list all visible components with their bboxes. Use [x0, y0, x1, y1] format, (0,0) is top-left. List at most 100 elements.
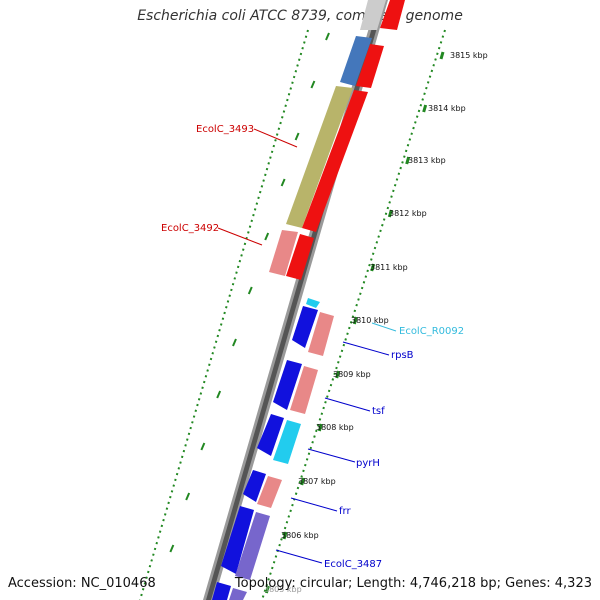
- cds-feature-EcolC_3487[interactable]: [235, 512, 270, 580]
- cds-feature-EcolC_3493[interactable]: [286, 86, 353, 228]
- outer-dotted-mark: [271, 566, 274, 570]
- outer-dotted-mark: [263, 589, 267, 593]
- inner-dotted-mark: [272, 144, 276, 148]
- outer-dotted-mark: [311, 441, 314, 444]
- inner-dotted-mark: [150, 559, 153, 562]
- inner-dotted-mark: [304, 35, 308, 38]
- topology-text: Topology: circular; Length: 4,746,218 bp…: [234, 576, 592, 591]
- inner-dotted-mark: [141, 587, 145, 591]
- major-tick-mark: [232, 338, 237, 347]
- inner-dotted-mark: [158, 530, 162, 533]
- cds-feature-rpsB[interactable]: [308, 312, 334, 356]
- cds-feature-blue-1[interactable]: [292, 306, 318, 348]
- kbp-tick-mark: [352, 316, 358, 325]
- outer-dotted-mark: [283, 526, 287, 530]
- inner-dotted-mark: [226, 300, 230, 303]
- inner-dotted-mark: [238, 259, 242, 263]
- inner-dotted-mark: [301, 46, 304, 50]
- rna-feature-EcolC_R0092[interactable]: [306, 298, 320, 308]
- cds-feature-purple-2[interactable]: [229, 588, 247, 600]
- cds-feature-blue-6[interactable]: [212, 582, 231, 600]
- inner-dotted-mark: [218, 328, 221, 332]
- major-tick-mark: [280, 178, 286, 187]
- cds-feature-blue-5[interactable]: [221, 506, 254, 574]
- cds-feature-blue-3[interactable]: [257, 414, 284, 456]
- outer-dotted-mark: [315, 429, 318, 433]
- outer-dotted-mark: [386, 206, 390, 210]
- inner-dotted-mark: [297, 58, 301, 61]
- inner-dotted-mark: [163, 513, 167, 516]
- scale-label-3808: 3808 kbp: [316, 423, 354, 432]
- scale-labels: 3815 kbp 3814 kbp 3813 kbp 3812 kbp 3811…: [264, 51, 488, 594]
- outer-dotted-mark: [401, 161, 404, 164]
- cds-feature-steel[interactable]: [340, 36, 372, 86]
- cds-feature-red-3[interactable]: [302, 90, 368, 232]
- outer-dotted-mark: [291, 503, 294, 507]
- inner-dotted-mark: [153, 547, 157, 551]
- gene-label-EcolC_3493[interactable]: EcolC_3493: [196, 124, 254, 135]
- inner-dotted-mark: [233, 277, 237, 280]
- outer-dotted-mark: [287, 515, 291, 518]
- inner-dotted-mark: [269, 156, 272, 159]
- inner-dotted-mark: [243, 242, 247, 246]
- outer-dotted-mark: [381, 223, 384, 227]
- outer-dotted-mark: [392, 189, 395, 193]
- cds-feature-tsf[interactable]: [290, 366, 318, 414]
- cds-feature-blue-2[interactable]: [273, 360, 302, 410]
- cds-feature-red-4[interactable]: [286, 234, 314, 280]
- inner-dotted-mark: [230, 288, 233, 292]
- outer-dotted-mark: [346, 332, 349, 335]
- cds-feature-top-red-1[interactable]: [380, 0, 405, 30]
- inner-dotted-mark: [191, 421, 194, 424]
- cds-feature-pyrH[interactable]: [273, 420, 301, 464]
- inner-dotted-mark: [174, 478, 177, 482]
- inner-dotted-mark: [264, 173, 267, 177]
- outer-dotted-mark: [399, 166, 402, 170]
- cds-feature-frr[interactable]: [257, 476, 282, 508]
- major-tick-mark: [264, 232, 270, 241]
- inner-dotted-mark: [289, 87, 292, 90]
- gene-label-EcolC_R0092[interactable]: EcolC_R0092: [399, 326, 464, 337]
- gene-label-tsf[interactable]: tsf: [372, 406, 385, 417]
- inner-dotted-mark: [147, 570, 150, 574]
- inner-dotted-mark: [279, 121, 282, 125]
- inner-dotted-mark: [225, 305, 228, 309]
- outer-dotted-mark: [423, 92, 426, 96]
- outer-dotted-mark: [280, 538, 283, 541]
- cds-feature-red-2[interactable]: [356, 44, 384, 88]
- gene-label-frr[interactable]: frr: [339, 506, 351, 517]
- inner-dotted-mark: [203, 380, 206, 384]
- gene-label-EcolC_3487[interactable]: EcolC_3487: [324, 559, 382, 570]
- kbp-tick-mark: [282, 531, 288, 540]
- inner-dotted-mark: [235, 271, 238, 274]
- cds-feature-top-grey[interactable]: [360, 0, 386, 30]
- kbp-tick-mark: [300, 477, 306, 486]
- outer-dotted-mark: [437, 46, 441, 50]
- scale-label-3815: 3815 kbp: [450, 51, 488, 60]
- inner-dotted-mark: [206, 369, 209, 372]
- outer-dotted-mark: [412, 126, 415, 130]
- inner-dotted-mark: [140, 593, 143, 597]
- inner-dotted-mark: [172, 484, 175, 487]
- major-tick-mark: [216, 390, 222, 399]
- scale-label-3807: 3807 kbp: [298, 477, 336, 486]
- outer-dotted-mark: [348, 326, 351, 330]
- outer-dotted-mark: [327, 389, 331, 393]
- cds-feature-blue-4[interactable]: [243, 470, 266, 502]
- outer-dotted-mark: [384, 212, 388, 216]
- scale-label-3814: 3814 kbp: [428, 104, 466, 113]
- outer-dotted-mark: [296, 486, 300, 490]
- scale-label-3810: 3810 kbp: [351, 316, 389, 325]
- inner-dotted-mark: [255, 202, 259, 205]
- gene-label-rpsB[interactable]: rpsB: [391, 350, 414, 361]
- inner-dotted-mark: [291, 81, 294, 84]
- inner-dotted-mark: [260, 185, 264, 188]
- gene-label-pyrH[interactable]: pyrH: [356, 458, 380, 469]
- cds-feature-EcolC_3492[interactable]: [269, 230, 298, 276]
- outer-dotted-mark: [410, 132, 413, 136]
- inner-dotted-mark: [306, 29, 309, 33]
- inner-dotted-mark: [286, 98, 289, 102]
- gene-label-EcolC_3492[interactable]: EcolC_3492: [161, 223, 219, 234]
- outer-dotted-mark: [302, 469, 305, 473]
